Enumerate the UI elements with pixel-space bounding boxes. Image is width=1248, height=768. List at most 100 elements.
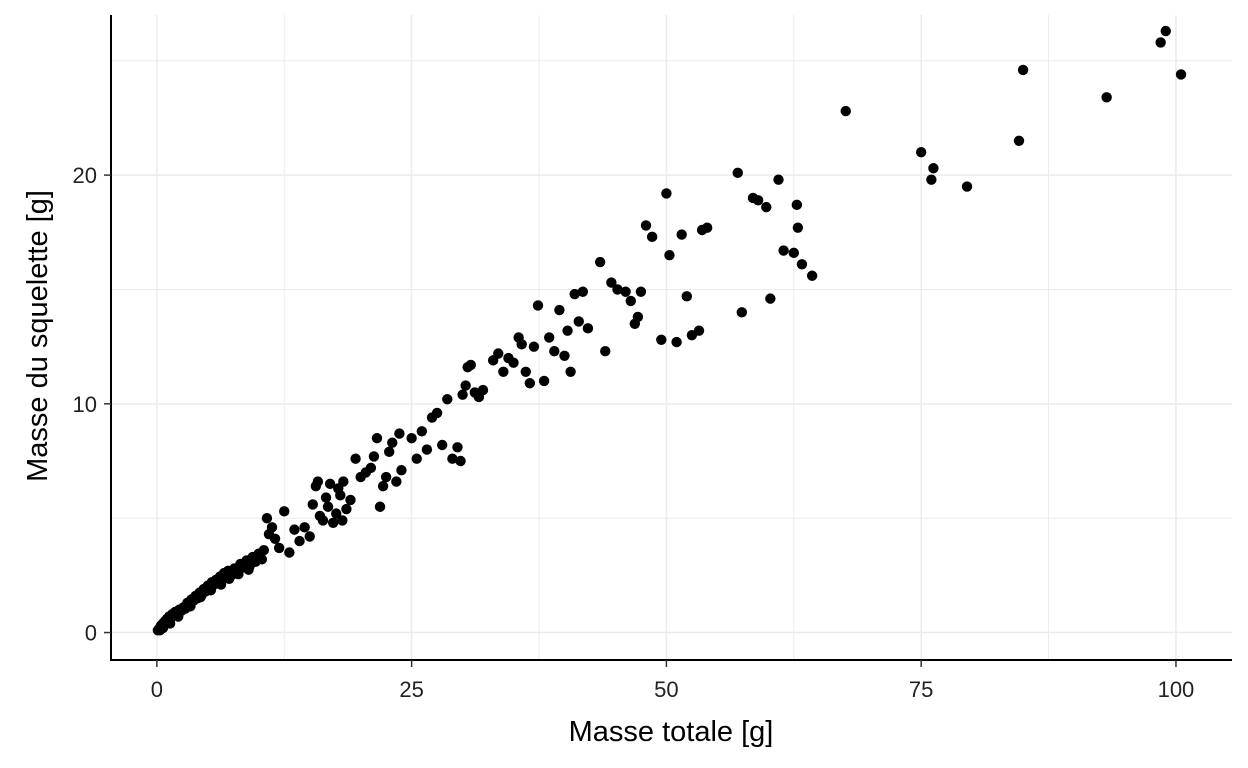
data-point <box>676 229 687 240</box>
data-point <box>926 174 937 185</box>
data-point <box>387 437 398 448</box>
data-point <box>646 231 658 243</box>
data-point <box>312 476 324 487</box>
data-point <box>612 284 623 295</box>
data-point <box>337 515 348 526</box>
data-point <box>273 542 285 554</box>
data-point <box>317 515 329 526</box>
data-point <box>437 439 448 451</box>
data-point <box>215 579 227 590</box>
data-point <box>582 323 594 334</box>
data-point <box>625 295 636 307</box>
data-point <box>656 334 667 345</box>
data-point <box>1155 37 1166 48</box>
data-point <box>411 453 422 464</box>
data-point <box>452 442 463 453</box>
data-point <box>447 453 458 464</box>
data-point <box>773 174 784 185</box>
x-tick-label: 50 <box>654 677 678 702</box>
data-point <box>606 277 617 288</box>
data-point <box>431 407 443 419</box>
data-point <box>377 480 389 492</box>
data-point <box>752 195 764 206</box>
data-point <box>307 499 318 510</box>
data-point <box>761 201 772 213</box>
data-point <box>791 199 803 211</box>
data-point <box>701 222 713 233</box>
data-point <box>792 222 804 233</box>
data-point <box>693 325 705 336</box>
data-point <box>477 384 489 396</box>
data-point <box>224 573 235 585</box>
data-point <box>915 147 927 158</box>
data-point <box>528 341 540 352</box>
data-point <box>294 535 305 547</box>
data-point <box>365 462 377 474</box>
data-point <box>577 286 589 297</box>
data-point <box>788 247 799 259</box>
data-point <box>928 163 939 174</box>
data-point <box>384 446 395 458</box>
data-point <box>594 256 606 268</box>
data-point <box>269 533 281 544</box>
data-point <box>620 286 631 297</box>
data-point <box>284 547 295 558</box>
data-point <box>333 483 344 494</box>
data-point <box>732 167 743 179</box>
data-point <box>256 554 268 565</box>
y-axis-title: Masse du squelette [g] <box>22 190 54 482</box>
data-point <box>243 564 254 575</box>
data-point <box>840 105 851 117</box>
data-point <box>671 336 682 348</box>
data-point <box>516 339 527 350</box>
data-point <box>394 428 405 439</box>
data-point <box>164 618 176 629</box>
data-point <box>765 293 776 304</box>
data-point <box>279 506 290 517</box>
data-point <box>559 350 570 361</box>
data-point <box>341 503 352 515</box>
data-point <box>635 286 647 297</box>
data-point <box>345 494 356 506</box>
data-point <box>532 300 544 311</box>
data-point <box>544 332 555 343</box>
data-point <box>1017 64 1029 76</box>
data-point <box>299 522 310 533</box>
data-point <box>565 366 576 378</box>
minor-gridlines <box>111 15 1232 660</box>
x-tick-label: 100 <box>1158 677 1195 702</box>
data-point <box>562 325 573 336</box>
data-point <box>778 245 789 256</box>
data-point <box>442 394 453 405</box>
data-point <box>524 378 536 389</box>
data-point <box>465 359 476 371</box>
x-tick-label: 75 <box>909 677 933 702</box>
data-point <box>322 501 334 512</box>
data-point <box>374 501 386 512</box>
data-point <box>796 259 808 270</box>
data-point <box>600 346 611 357</box>
data-point <box>195 591 206 603</box>
data-point <box>569 288 580 300</box>
data-point <box>1013 135 1025 146</box>
data-point <box>261 512 273 524</box>
data-points <box>152 25 1187 636</box>
data-point <box>1160 25 1171 37</box>
data-point <box>538 375 550 387</box>
data-point <box>736 307 748 318</box>
y-tick-label: 10 <box>73 392 97 417</box>
data-point <box>806 270 818 281</box>
y-tick-label: 20 <box>73 163 97 188</box>
x-tick-label: 25 <box>399 677 423 702</box>
data-point <box>350 453 361 464</box>
data-point <box>632 311 644 323</box>
data-point <box>258 545 270 556</box>
y-tick-label: 0 <box>85 621 97 646</box>
data-point <box>396 464 407 476</box>
data-point <box>460 380 471 391</box>
data-point <box>380 471 392 483</box>
data-point <box>549 346 560 357</box>
x-tick-label: 0 <box>151 677 163 702</box>
major-gridlines <box>111 15 1232 660</box>
data-point <box>406 432 417 444</box>
